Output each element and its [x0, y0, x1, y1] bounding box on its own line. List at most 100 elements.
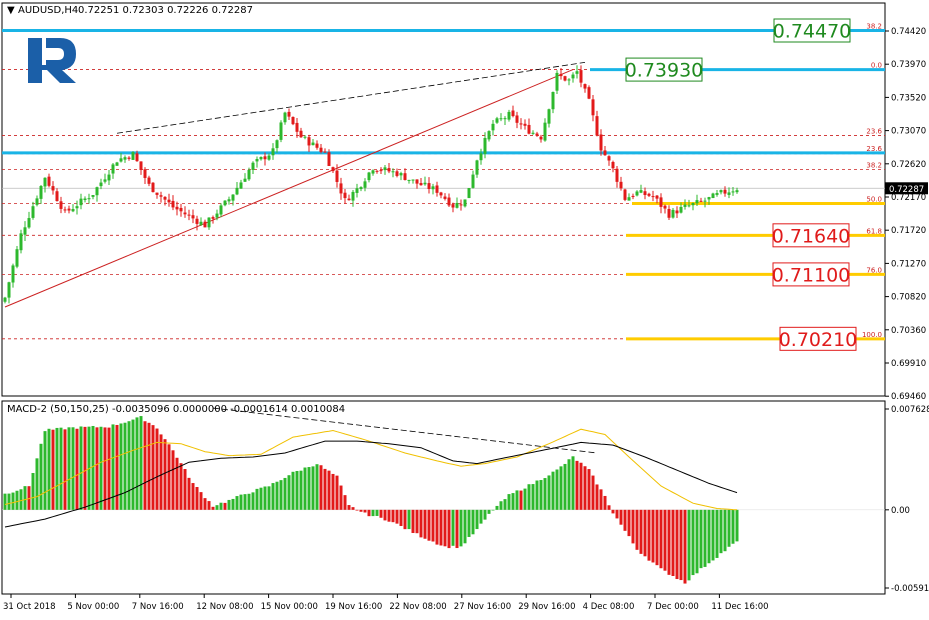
candle-body	[387, 168, 391, 172]
candle	[155, 192, 159, 199]
candle	[439, 191, 443, 199]
candle	[143, 167, 147, 185]
macd-histogram-bar	[599, 489, 603, 510]
red-trendline	[4, 69, 574, 308]
macd-histogram-bar	[723, 509, 727, 552]
candle-body	[411, 179, 415, 181]
candle-body	[463, 199, 467, 207]
macd-histogram-bar	[563, 463, 567, 510]
candle-body	[615, 168, 619, 182]
candle	[603, 145, 607, 156]
time-tick-label: 7 Dec 00:00	[647, 602, 699, 612]
macd-histogram-bar	[419, 509, 423, 538]
fibonacci-ext-label: 38.2	[866, 23, 882, 31]
key-level-label: 0.70210	[779, 329, 858, 351]
current-price-tag	[885, 182, 928, 195]
macd-histogram-bar	[219, 502, 223, 510]
candle	[551, 91, 555, 114]
macd-histogram-bar	[543, 478, 547, 510]
macd-histogram-bar	[139, 416, 143, 510]
candle-body	[119, 158, 123, 162]
candle-body	[543, 122, 547, 141]
candle-body	[695, 200, 699, 204]
price-tick-label: 0.71270	[891, 259, 926, 269]
candle	[227, 196, 231, 205]
candle-body	[163, 196, 167, 200]
candle-body	[571, 74, 575, 79]
candle-body	[639, 190, 643, 193]
candle-body	[555, 72, 559, 91]
macd-histogram-bar	[707, 509, 711, 564]
macd-histogram-bar	[235, 496, 239, 510]
candle-body	[519, 123, 523, 125]
candle-body	[435, 185, 439, 193]
candle-body	[291, 116, 295, 125]
candle	[523, 119, 527, 130]
candle-body	[363, 181, 367, 188]
candle	[171, 195, 175, 211]
candle	[411, 179, 415, 184]
candle	[671, 208, 675, 219]
candle	[103, 173, 107, 184]
candle	[407, 179, 411, 184]
candle-body	[95, 187, 99, 196]
candle-body	[407, 179, 411, 181]
macd-histogram-bar	[431, 509, 435, 542]
candle	[347, 194, 351, 201]
macd-histogram-bar	[403, 509, 407, 530]
macd-histogram-bar	[711, 509, 715, 561]
macd-histogram-bar	[123, 422, 127, 510]
candle-body	[131, 152, 135, 160]
candle-body	[635, 191, 639, 196]
price-tick-label: 0.69910	[891, 359, 926, 369]
price-pane[interactable]: 0.74420 0.73970 0.73520 0.73070 0.72620 0.721…	[1, 2, 928, 402]
macd-histogram-bar	[663, 509, 667, 571]
macd-histogram-bar	[679, 509, 683, 581]
candle	[559, 68, 563, 80]
candle	[443, 193, 447, 201]
macd-histogram-bar	[119, 423, 123, 510]
fibonacci-ext-label: 23.6	[866, 145, 882, 153]
candle-body	[647, 193, 651, 196]
candle	[507, 109, 511, 122]
macd-histogram-bar	[715, 509, 719, 558]
candle	[363, 178, 367, 192]
candle-body	[731, 191, 735, 193]
macd-histogram-bar	[423, 509, 427, 539]
candle-body	[315, 143, 319, 148]
candle	[431, 183, 435, 195]
key-level-box	[625, 57, 703, 82]
candle	[311, 139, 315, 146]
macd-histogram-bar	[111, 424, 115, 510]
candle-body	[243, 178, 247, 182]
candle-body	[367, 172, 371, 181]
candle	[711, 192, 715, 199]
candle-body	[595, 116, 599, 136]
candle	[723, 186, 727, 197]
macd-histogram-bar	[539, 480, 543, 510]
macd-histogram-bar	[199, 492, 203, 510]
candle	[331, 166, 335, 174]
candle	[427, 177, 431, 194]
candle-body	[87, 198, 91, 200]
candle	[231, 194, 235, 206]
macd-histogram-bar	[603, 495, 607, 510]
macd-histogram-bar	[151, 425, 155, 510]
candle	[387, 162, 391, 174]
macd-histogram-bar	[347, 505, 351, 510]
key-level-label: 0.74470	[773, 21, 852, 43]
macd-histogram-bar	[3, 493, 7, 510]
macd-histogram-bar	[27, 486, 31, 510]
macd-histogram-bar	[615, 509, 619, 519]
candle	[211, 215, 215, 224]
candle-body	[675, 210, 679, 214]
candle	[19, 229, 23, 254]
candle-body	[359, 187, 363, 190]
macd-histogram-bar	[611, 509, 615, 514]
macd-histogram-bar	[295, 470, 299, 510]
macd-histogram-bar	[283, 477, 287, 510]
candle-body	[275, 140, 279, 149]
macd-histogram-bar	[587, 469, 591, 510]
candle-body	[107, 174, 111, 181]
